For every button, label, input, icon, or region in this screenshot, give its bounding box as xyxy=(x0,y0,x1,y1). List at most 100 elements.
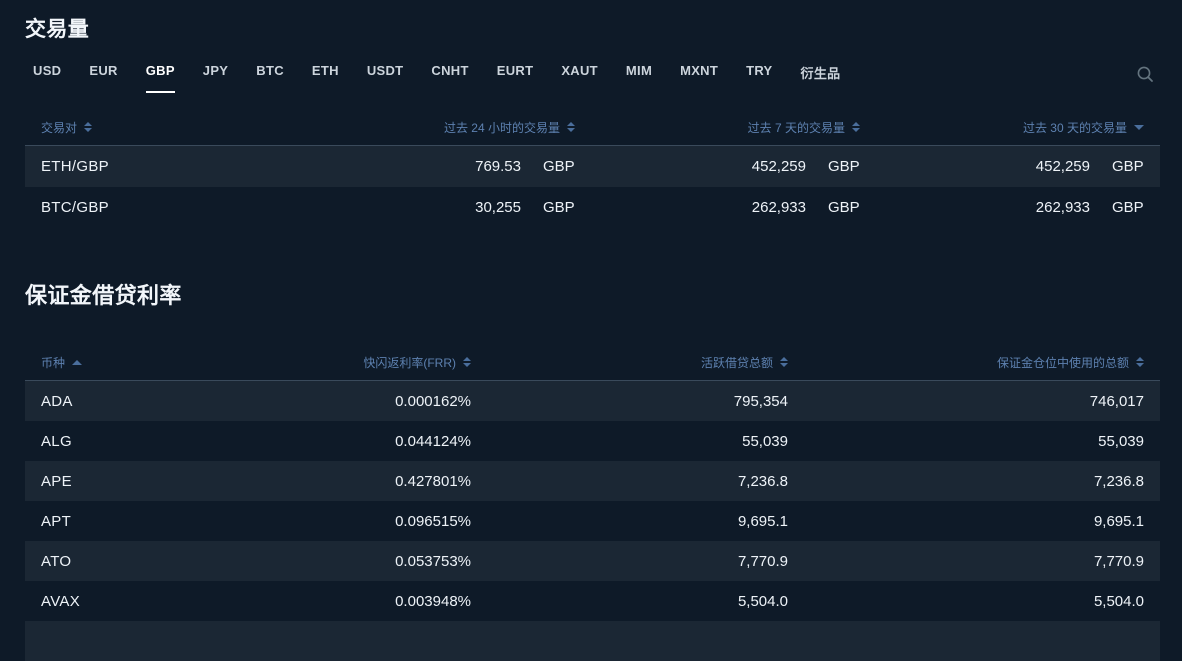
funding-table-header: 币种 快闪返利率(FRR) 活跃借贷总额 保证金仓位中使用的总额 xyxy=(25,344,1160,381)
volume-table-body: ETH/GBP 769.53 GBP 452,259 GBP 452,259 GBP BTC/… xyxy=(25,146,1160,228)
used-total-cell: 9,695.1 xyxy=(1093,512,1144,530)
triangle-down-icon xyxy=(780,363,788,367)
vol-7d-cell: 452,259 GBP xyxy=(575,158,860,175)
table-row[interactable]: ETH/GBP 769.53 GBP 452,259 GBP 452,259 GBP xyxy=(25,146,1160,187)
table-row[interactable]: BTC/GBP 30,255 GBP 262,933 GBP 262,933 GBP xyxy=(25,187,1160,228)
sort-icon xyxy=(567,122,575,132)
coin-cell: ATO xyxy=(41,552,72,570)
used-total-cell: 7,770.9 xyxy=(1093,552,1144,570)
column-header-2[interactable]: 活跃借贷总额 xyxy=(471,354,788,371)
coin-cell: AVAX xyxy=(41,592,80,610)
coin-cell: ALG xyxy=(41,432,72,450)
column-header-3[interactable]: 过去 30 天的交易量 xyxy=(860,119,1144,136)
column-header-3[interactable]: 保证金仓位中使用的总额 xyxy=(788,354,1144,371)
frr-cell: 0.427801% xyxy=(395,472,471,490)
table-row[interactable]: AVAX 0.003948% 5,504.0 5,504.0 xyxy=(25,581,1160,621)
active-total-cell: 9,695.1 xyxy=(737,512,788,530)
frr-cell: 0.003948% xyxy=(395,592,471,610)
currency-unit-label: GBP xyxy=(1112,158,1144,175)
used-total-cell: 7,236.8 xyxy=(1093,472,1144,490)
column-header-label: 快闪返利率(FRR) xyxy=(363,355,456,370)
tab-eurt[interactable]: EURT xyxy=(496,63,534,78)
tab-usdt[interactable]: USDT xyxy=(366,63,404,78)
search-icon-glyph xyxy=(1137,66,1153,82)
tab-mxnt[interactable]: MXNT xyxy=(680,63,719,78)
triangle-up-icon xyxy=(780,357,788,361)
pair-cell: ETH/GBP xyxy=(41,158,109,175)
tab-eth[interactable]: ETH xyxy=(311,63,339,78)
column-header-2[interactable]: 过去 7 天的交易量 xyxy=(575,119,860,136)
volume-table-header: 交易对 过去 24 小时的交易量 过去 7 天的交易量 过去 30 天的交易量 xyxy=(25,109,1160,146)
tab-try[interactable]: TRY xyxy=(746,63,773,78)
used-total-cell: 55,039 xyxy=(1098,432,1144,450)
column-header-1[interactable]: 快闪返利率(FRR) xyxy=(171,354,471,371)
currency-tabs-row: USD EUR GBP JPY BTC ETH USDT CNHT EURT XAUT MIM MXN… xyxy=(25,63,1160,93)
table-row[interactable]: ADA 0.000162% 795,354 746,017 xyxy=(25,381,1160,421)
triangle-up-icon xyxy=(852,122,860,126)
triangle-down-icon xyxy=(852,128,860,132)
column-header-0[interactable]: 币种 xyxy=(41,354,171,371)
column-header-label: 活跃借贷总额 xyxy=(700,355,773,370)
tab-usd[interactable]: USD xyxy=(33,63,62,78)
volume-value: 452,259 xyxy=(751,158,806,175)
frr-cell: 0.053753% xyxy=(395,552,471,570)
tab-xaut[interactable]: XAUT xyxy=(561,63,598,78)
triangle-down-icon xyxy=(84,128,93,132)
volume-value: 30,255 xyxy=(475,199,521,216)
table-row[interactable]: APE 0.427801% 7,236.8 7,236.8 xyxy=(25,461,1160,501)
coin-cell: APT xyxy=(41,512,72,530)
tab-cnht[interactable]: CNHT xyxy=(431,63,469,78)
sort-desc-icon xyxy=(1134,124,1144,130)
currency-unit-label: GBP xyxy=(828,199,860,216)
used-total-cell: 5,504.0 xyxy=(1093,592,1144,610)
currency-unit-label: GBP xyxy=(543,158,575,175)
triangle-down-icon xyxy=(1136,363,1144,367)
column-header-label: 过去 7 天的交易量 xyxy=(747,120,845,135)
exchange-stats-page: 交易量 USD EUR GBP JPY BTC ETH USDT CNHT EURT XAUT MI… xyxy=(0,15,1182,661)
tab-eur[interactable]: EUR xyxy=(89,63,118,78)
column-header-1[interactable]: 过去 24 小时的交易量 xyxy=(171,119,575,136)
currency-unit-label: GBP xyxy=(543,199,575,216)
tab-gbp[interactable]: GBP xyxy=(145,63,175,93)
volume-value: 262,933 xyxy=(1035,199,1090,216)
active-total-cell: 7,770.9 xyxy=(737,552,788,570)
search-icon[interactable] xyxy=(1136,65,1154,83)
currency-tabs: USD EUR GBP JPY BTC ETH USDT CNHT EURT XAUT MIM MXN… xyxy=(25,63,840,93)
table-row[interactable]: ATO 0.053753% 7,770.9 7,770.9 xyxy=(25,541,1160,581)
triangle-down-icon xyxy=(463,363,471,367)
volume-value: 452,259 xyxy=(1035,158,1090,175)
frr-cell: 0.044124% xyxy=(395,432,471,450)
vol-30d-cell: 452,259 GBP xyxy=(860,158,1144,175)
sort-icon xyxy=(852,122,860,132)
currency-unit-label: GBP xyxy=(828,158,860,175)
sort-icon xyxy=(1136,357,1144,367)
sort-icon xyxy=(463,357,471,367)
column-header-0[interactable]: 交易对 xyxy=(41,119,171,136)
active-total-cell: 7,236.8 xyxy=(737,472,788,490)
vol-7d-cell: 262,933 GBP xyxy=(575,199,860,216)
frr-cell: 0.096515% xyxy=(395,512,471,530)
tab-btc[interactable]: BTC xyxy=(256,63,284,78)
pair-cell: BTC/GBP xyxy=(41,199,109,216)
coin-cell: ADA xyxy=(41,392,73,410)
sort-asc-icon xyxy=(72,359,83,365)
column-header-label: 过去 24 小时的交易量 xyxy=(443,120,560,135)
tab-mim[interactable]: MIM xyxy=(625,63,653,78)
vol-30d-cell: 262,933 GBP xyxy=(860,199,1144,216)
table-row[interactable]: APT 0.096515% 9,695.1 9,695.1 xyxy=(25,501,1160,541)
volume-table: 交易对 过去 24 小时的交易量 过去 7 天的交易量 过去 30 天的交易量 ETH… xyxy=(25,109,1160,228)
triangle-up-icon xyxy=(463,357,471,361)
volume-value: 262,933 xyxy=(751,199,806,216)
triangle-up-icon xyxy=(72,359,83,365)
table-row-partial[interactable] xyxy=(25,621,1160,661)
table-row[interactable]: ALG 0.044124% 55,039 55,039 xyxy=(25,421,1160,461)
triangle-up-icon xyxy=(567,122,575,126)
volume-value: 769.53 xyxy=(475,158,521,175)
vol-24h-cell: 30,255 GBP xyxy=(171,199,575,216)
triangle-down-icon xyxy=(1134,124,1144,130)
tab-jpy[interactable]: JPY xyxy=(202,63,229,78)
coin-cell: APE xyxy=(41,472,72,490)
triangle-down-icon xyxy=(567,128,575,132)
volume-section-title: 交易量 xyxy=(25,18,90,41)
tab-衍生品[interactable]: 衍生品 xyxy=(800,66,841,81)
